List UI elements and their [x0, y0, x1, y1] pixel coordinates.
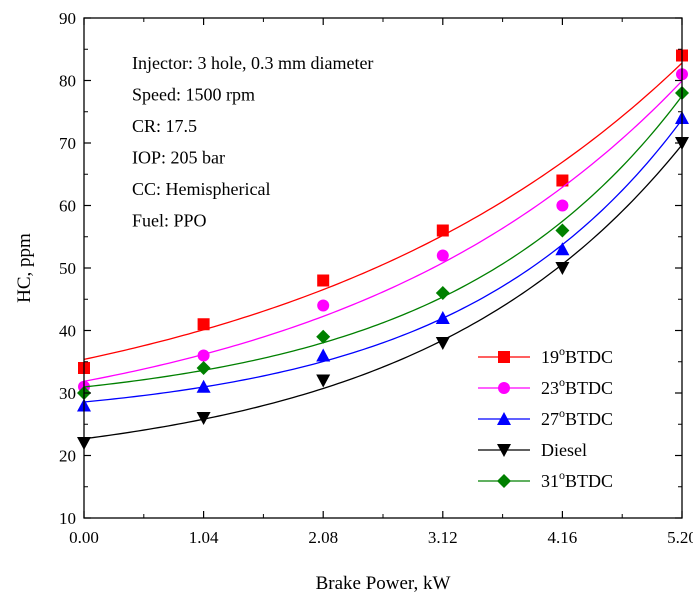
data-point	[555, 223, 570, 238]
legend-entry: 19oBTDC	[478, 344, 613, 367]
annotation-box: Injector: 3 hole, 0.3 mm diameter Speed: …	[132, 53, 373, 231]
series-0	[78, 49, 688, 374]
series-fit-line	[83, 62, 683, 361]
series-fit-line	[83, 95, 683, 388]
series-4	[77, 86, 689, 400]
data-point	[435, 286, 450, 300]
y-tick-label: 50	[59, 259, 76, 278]
x-tick-label: 0.00	[69, 528, 99, 547]
x-axis-label: Brake Power, kW	[316, 573, 451, 594]
legend: 19oBTDC 23oBTDC 27oBTDC Diesel 31oBTDC	[478, 344, 613, 491]
legend-entry: Diesel	[478, 440, 587, 460]
data-point	[317, 299, 330, 312]
data-point	[556, 199, 569, 212]
annotation-line: CR: 17.5	[132, 116, 197, 136]
legend-marker	[497, 444, 511, 457]
axes: 0.00 1.04 2.08 3.12 4.16 5.20 10 20 30 40 50 60 70 80…	[59, 9, 693, 547]
x-tick-label: 5.20	[667, 528, 693, 547]
series-fit-line	[83, 144, 683, 440]
data-point	[555, 262, 570, 275]
legend-label: Diesel	[541, 440, 587, 460]
data-point	[316, 374, 331, 388]
annotation-line: IOP: 205 bar	[132, 148, 225, 168]
data-point	[316, 348, 331, 362]
legend-label: 19oBTDC	[541, 344, 613, 367]
x-tick-label: 3.12	[428, 528, 458, 547]
y-tick-label: 80	[59, 72, 76, 91]
annotation-line: Speed: 1500 rpm	[132, 85, 255, 105]
y-tick-label: 30	[59, 384, 76, 403]
plot-area	[77, 49, 689, 450]
y-axis-label: HC, ppm	[14, 233, 35, 303]
data-point	[197, 318, 210, 331]
y-tick-label: 40	[59, 322, 76, 341]
data-point	[436, 249, 449, 262]
y-tick-label: 10	[59, 509, 76, 528]
legend-marker	[498, 382, 510, 394]
data-point	[555, 242, 570, 256]
data-point	[435, 337, 450, 350]
legend-marker	[497, 474, 511, 488]
legend-entry: 27oBTDC	[478, 406, 613, 429]
y-tick-label: 90	[59, 9, 76, 28]
legend-marker	[497, 412, 511, 425]
annotation-line: Fuel: PPO	[132, 211, 207, 231]
y-tick-label: 20	[59, 447, 76, 466]
data-point	[556, 174, 569, 187]
annotation-line: Injector: 3 hole, 0.3 mm diameter	[132, 53, 373, 73]
data-point	[197, 349, 210, 362]
data-point	[196, 412, 211, 425]
y-tick-label: 70	[59, 134, 76, 153]
data-point	[317, 274, 330, 287]
x-tick-label: 1.04	[189, 528, 219, 547]
data-point	[196, 361, 211, 375]
x-tick-label: 4.16	[548, 528, 578, 547]
data-point	[316, 329, 331, 344]
data-point	[436, 224, 449, 237]
series-fit-line	[83, 119, 683, 403]
y-tick-label: 60	[59, 197, 76, 216]
x-tick-label: 2.08	[308, 528, 338, 547]
data-point	[196, 379, 211, 393]
legend-entry: 31oBTDC	[478, 468, 613, 491]
legend-label: 23oBTDC	[541, 375, 613, 398]
data-point	[435, 311, 450, 324]
legend-marker	[498, 351, 510, 363]
annotation-line: CC: Hemispherical	[132, 179, 270, 199]
legend-entry: 23oBTDC	[478, 375, 613, 398]
legend-label: 27oBTDC	[541, 406, 613, 429]
series-fit-line	[83, 80, 683, 382]
legend-label: 31oBTDC	[541, 468, 613, 491]
